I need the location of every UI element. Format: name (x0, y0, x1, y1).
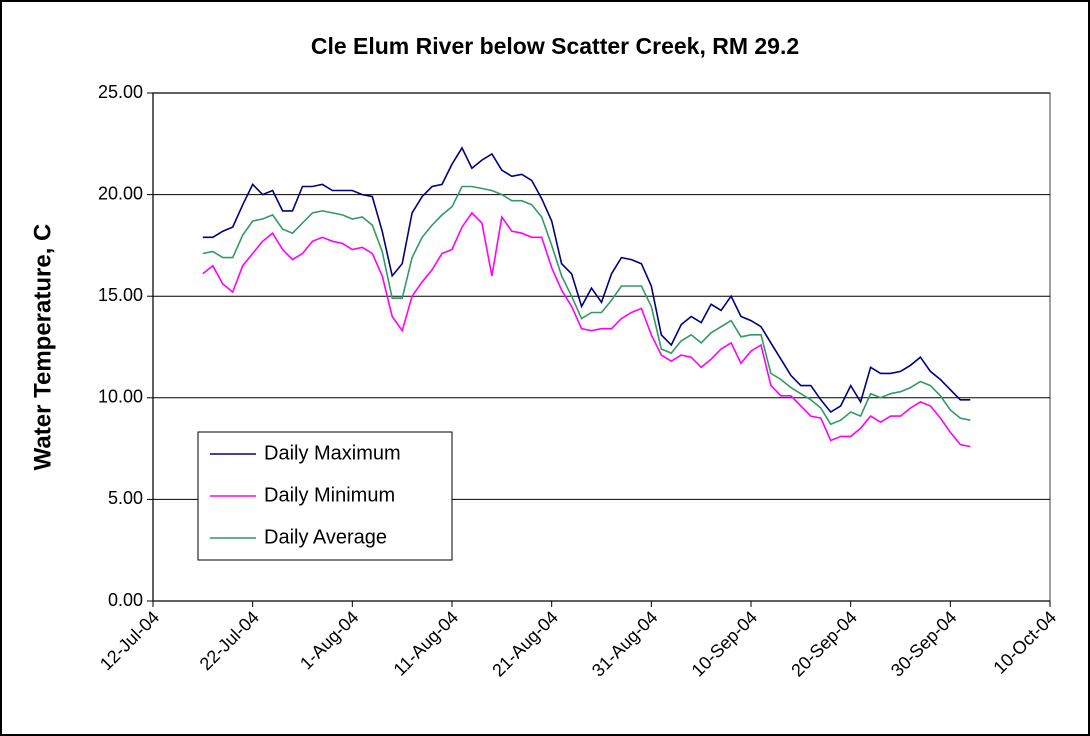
legend-label: Daily Maximum (264, 442, 401, 464)
y-tick-label: 0.00 (108, 590, 143, 610)
y-tick-label: 10.00 (98, 387, 143, 407)
legend-label: Daily Minimum (264, 484, 395, 506)
series-line (202, 211, 971, 448)
y-tick-label: 15.00 (98, 285, 143, 305)
chart-title: Cle Elum River below Scatter Creek, RM 2… (311, 33, 799, 59)
y-tick-label: 25.00 (98, 82, 143, 102)
series-line (202, 185, 971, 426)
series-line (202, 146, 971, 414)
y-axis-label: Water Temperature, C (29, 224, 56, 471)
legend-label: Daily Average (264, 526, 387, 548)
y-tick-label: 5.00 (108, 488, 143, 508)
y-tick-label: 20.00 (98, 183, 143, 203)
